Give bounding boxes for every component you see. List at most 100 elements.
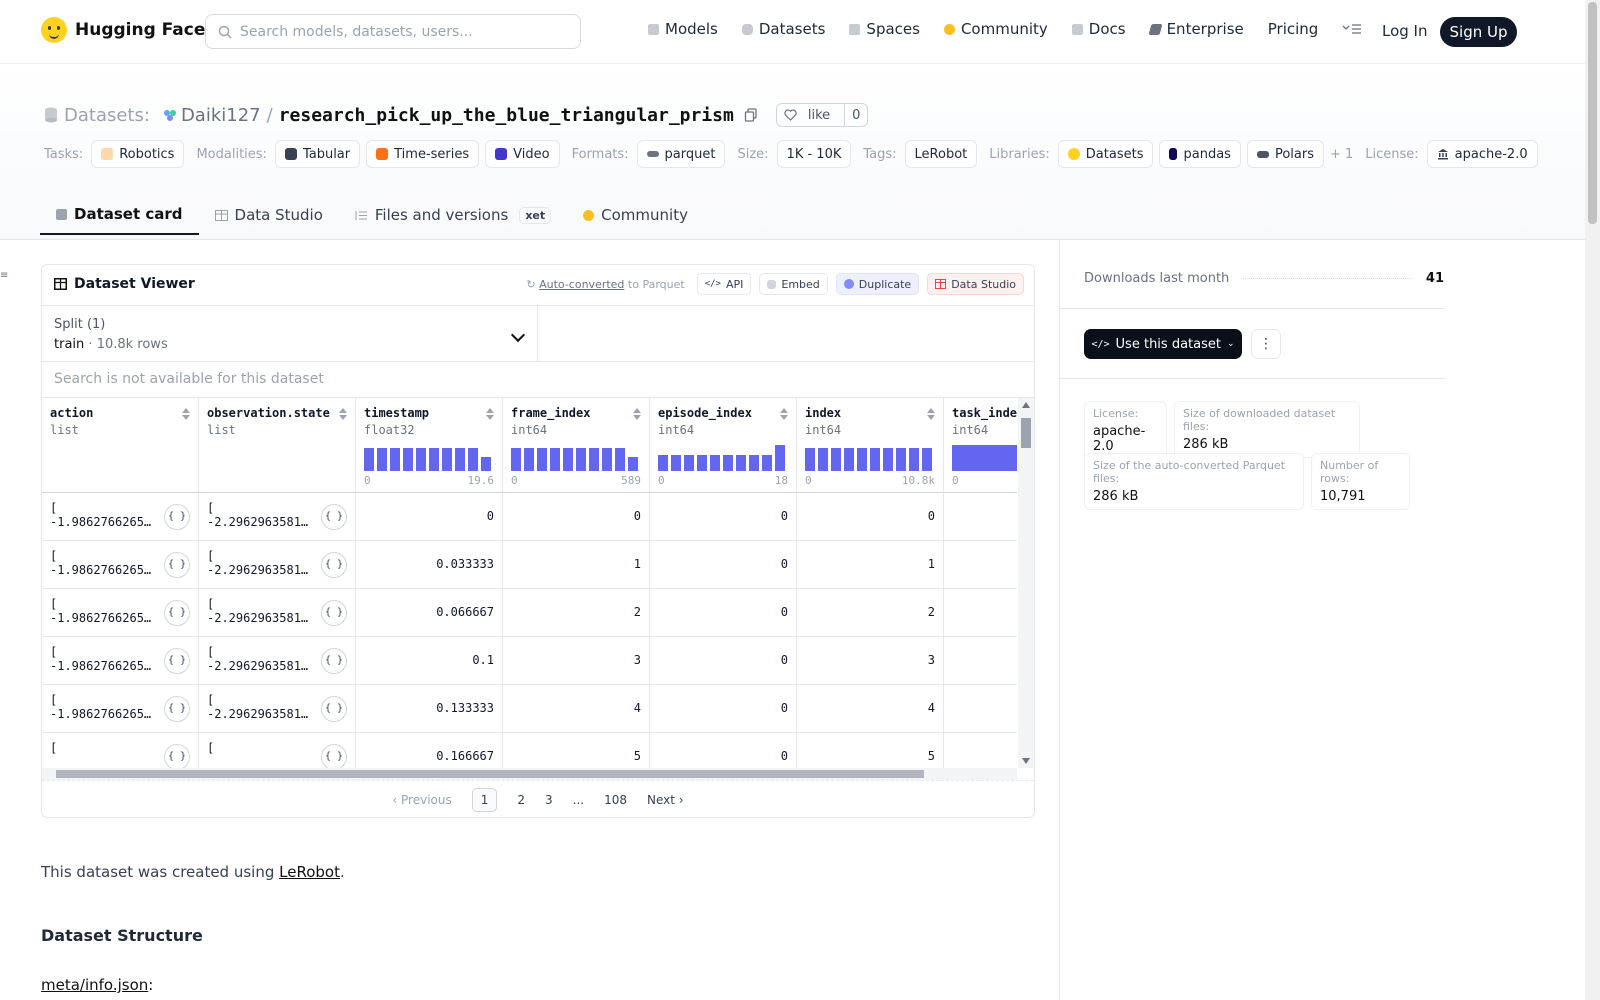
- histogram-bar[interactable]: [952, 445, 1017, 471]
- tag-parquet[interactable]: parquet: [636, 140, 726, 168]
- histogram-bar[interactable]: [390, 447, 400, 471]
- histogram-bar[interactable]: [775, 445, 785, 471]
- scrollbar-thumb[interactable]: [1021, 418, 1031, 448]
- expand-json-icon[interactable]: { }: [164, 648, 190, 674]
- tag-size[interactable]: 1K - 10K: [776, 140, 852, 168]
- lib-pandas[interactable]: pandas: [1159, 140, 1241, 168]
- sort-icon[interactable]: [486, 408, 494, 420]
- page-last-button[interactable]: 108: [604, 792, 628, 807]
- histogram-bar[interactable]: [909, 447, 919, 471]
- tab-data-studio[interactable]: Data Studio: [199, 195, 339, 235]
- login-link[interactable]: Log In: [1382, 22, 1428, 40]
- histogram-bar[interactable]: [377, 447, 387, 471]
- nav-models[interactable]: Models: [648, 20, 718, 38]
- expand-json-icon[interactable]: { }: [321, 744, 347, 768]
- grid-vertical-scrollbar[interactable]: [1018, 398, 1034, 768]
- expand-json-icon[interactable]: { }: [321, 696, 347, 722]
- sort-icon[interactable]: [927, 408, 935, 420]
- sort-icon[interactable]: [780, 408, 788, 420]
- histogram-bar[interactable]: [416, 447, 426, 471]
- page-scrollbar[interactable]: [1585, 0, 1600, 1000]
- sort-icon[interactable]: [339, 408, 347, 420]
- tab-files-and-versions[interactable]: Files and versions xet: [339, 195, 567, 235]
- brand-logo[interactable]: Hugging Face: [41, 17, 205, 43]
- column-header[interactable]: episode_index int64 0 18: [650, 398, 797, 493]
- more-libraries[interactable]: + 1: [1329, 146, 1354, 162]
- signup-button[interactable]: Sign Up: [1440, 17, 1517, 47]
- duplicate-button[interactable]: Duplicate: [835, 273, 920, 295]
- histogram-bar[interactable]: [429, 447, 439, 471]
- histogram-bar[interactable]: [576, 447, 586, 471]
- tag-license[interactable]: apache-2.0: [1426, 140, 1538, 168]
- histogram-bar[interactable]: [468, 447, 478, 471]
- tag-lerobot[interactable]: LeRobot: [904, 140, 978, 168]
- table-row[interactable]: [-1.9862766265…{ }[-2.2962963581…{ } 0.03…: [42, 541, 1017, 589]
- histogram-bar[interactable]: [922, 447, 932, 471]
- page-3-button[interactable]: 3: [545, 792, 553, 807]
- scrollbar-thumb[interactable]: [1588, 2, 1597, 224]
- more-options-button[interactable]: ⋮: [1251, 329, 1281, 359]
- histogram-bar[interactable]: [697, 455, 707, 471]
- like-button[interactable]: like 0: [775, 103, 869, 127]
- table-row[interactable]: [{ }[{ } 0.166667 5 0 5: [42, 733, 1017, 768]
- expand-json-icon[interactable]: { }: [164, 600, 190, 626]
- expand-json-icon[interactable]: { }: [164, 552, 190, 578]
- expand-json-icon[interactable]: { }: [321, 504, 347, 530]
- histogram-bar[interactable]: [749, 455, 759, 471]
- histogram-bar[interactable]: [883, 447, 893, 471]
- histogram-bar[interactable]: [870, 447, 880, 471]
- histogram-bar[interactable]: [589, 447, 599, 471]
- lerobot-link[interactable]: LeRobot: [279, 863, 340, 881]
- histogram-bar[interactable]: [511, 447, 521, 471]
- histogram-bar[interactable]: [818, 447, 828, 471]
- expand-json-icon[interactable]: { }: [321, 552, 347, 578]
- histogram-bar[interactable]: [364, 447, 374, 471]
- tag-time-series[interactable]: Time-series: [366, 140, 480, 168]
- column-header[interactable]: index int64 0 10.8k: [797, 398, 944, 493]
- expand-json-icon[interactable]: { }: [321, 648, 347, 674]
- nav-pricing[interactable]: Pricing: [1268, 20, 1319, 38]
- table-row[interactable]: [-1.9862766265…{ }[-2.2962963581…{ } 0 0 0 0: [42, 493, 1017, 541]
- column-header[interactable]: observation.state list: [199, 398, 356, 493]
- scrollbar-thumb[interactable]: [56, 770, 924, 778]
- nav-docs[interactable]: Docs: [1071, 20, 1126, 38]
- page-1-button[interactable]: 1: [471, 787, 498, 812]
- grid-horizontal-scrollbar[interactable]: [42, 768, 1017, 780]
- page-2-button[interactable]: 2: [517, 792, 526, 807]
- column-header[interactable]: action list: [42, 398, 199, 493]
- toc-toggle-icon[interactable]: ≡: [0, 270, 9, 281]
- histogram-bar[interactable]: [403, 447, 413, 471]
- histogram-bar[interactable]: [671, 455, 681, 471]
- column-header[interactable]: timestamp float32 0 19.6: [356, 398, 503, 493]
- search-input[interactable]: [240, 23, 560, 40]
- nav-more-menu[interactable]: [1342, 23, 1362, 35]
- auto-converted-link[interactable]: Auto-converted: [539, 277, 625, 291]
- copy-icon[interactable]: [744, 108, 758, 122]
- histogram-bar[interactable]: [537, 447, 547, 471]
- next-page-button[interactable]: Next ›: [647, 792, 684, 807]
- column-header[interactable]: task_index int64 0: [944, 398, 1017, 493]
- expand-json-icon[interactable]: { }: [164, 504, 190, 530]
- expand-json-icon[interactable]: { }: [164, 696, 190, 722]
- histogram-bar[interactable]: [857, 447, 867, 471]
- nav-spaces[interactable]: Spaces: [849, 20, 920, 38]
- histogram-bar[interactable]: [550, 447, 560, 471]
- repo-name[interactable]: research_pick_up_the_blue_triangular_pri…: [278, 104, 734, 126]
- global-search[interactable]: [205, 14, 581, 49]
- histogram-bar[interactable]: [723, 455, 733, 471]
- histogram-bar[interactable]: [615, 447, 625, 471]
- histogram-bar[interactable]: [805, 447, 815, 471]
- lib-datasets[interactable]: Datasets: [1057, 140, 1154, 168]
- split-selector[interactable]: Split (1) train · 10.8k rows: [42, 306, 538, 362]
- sort-icon[interactable]: [633, 408, 641, 420]
- tag-tabular[interactable]: Tabular: [274, 140, 361, 168]
- histogram-bar[interactable]: [762, 455, 772, 471]
- api-button[interactable]: </> API: [696, 273, 752, 295]
- histogram-bar[interactable]: [602, 447, 612, 471]
- histogram-bar[interactable]: [736, 455, 746, 471]
- table-row[interactable]: [-1.9862766265…{ }[-2.2962963581…{ } 0.06…: [42, 589, 1017, 637]
- previous-page-button[interactable]: ‹ Previous: [392, 792, 452, 807]
- tab-community[interactable]: Community: [567, 195, 704, 235]
- sort-icon[interactable]: [182, 408, 190, 420]
- histogram-bar[interactable]: [844, 447, 854, 471]
